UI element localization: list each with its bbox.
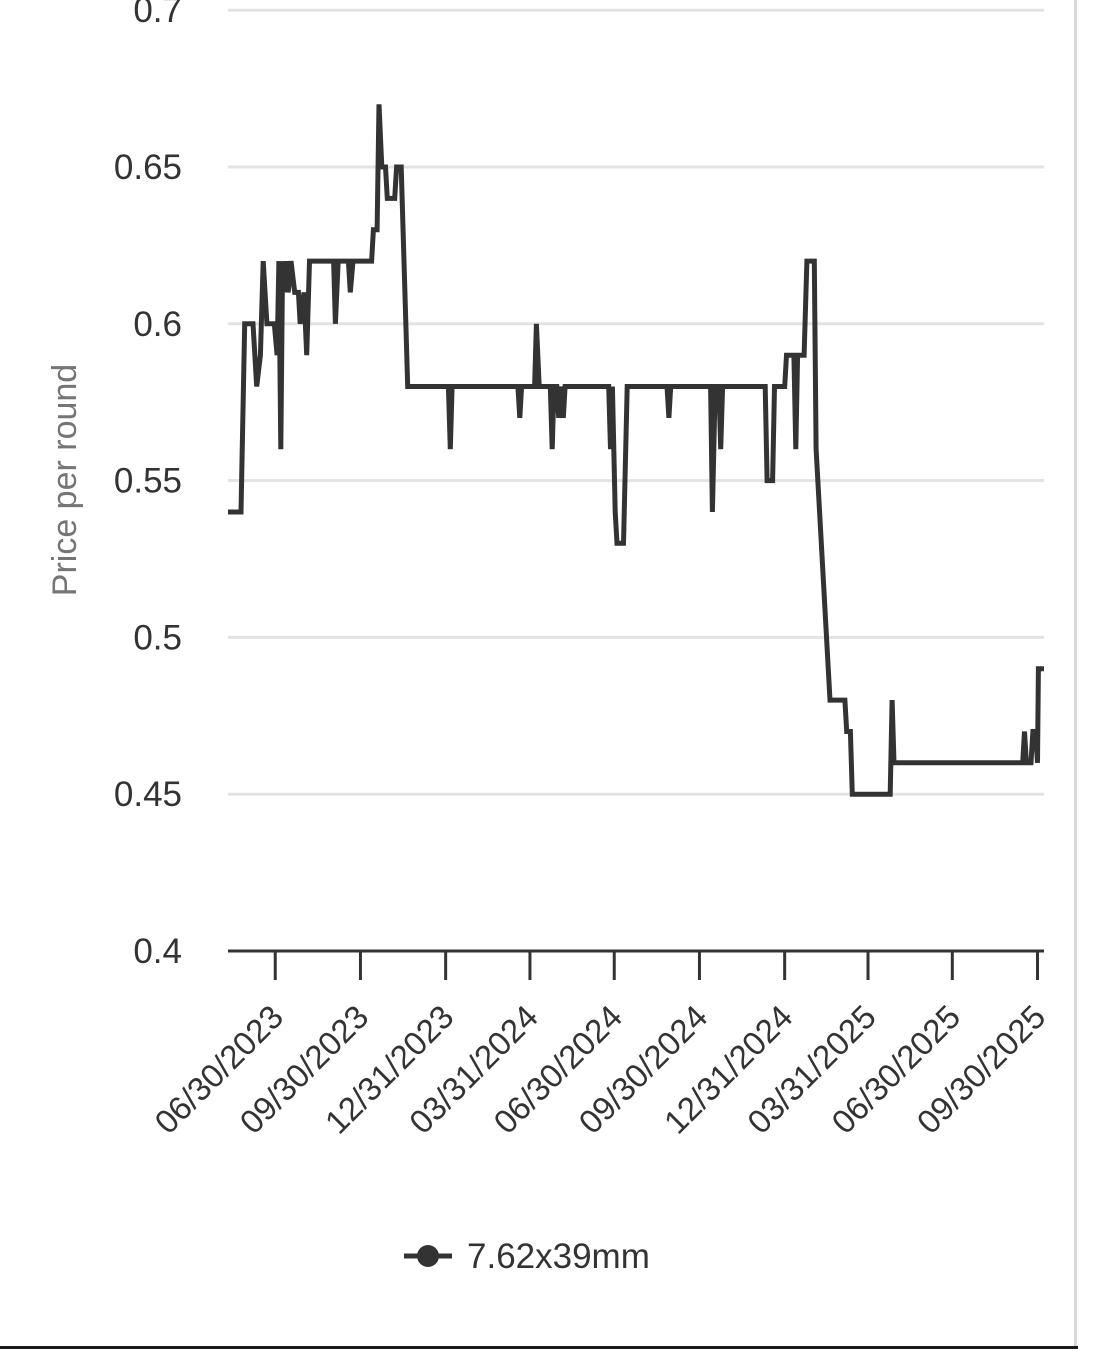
y-tick-label: 0.4 bbox=[133, 932, 182, 971]
frame-bottom-edge bbox=[0, 1346, 1078, 1349]
y-tick-label: 0.5 bbox=[133, 618, 182, 657]
y-tick-label: 0.45 bbox=[114, 775, 182, 814]
y-tick-labels: 0.4 0.45 0.5 0.55 0.6 0.65 0.7 bbox=[114, 0, 182, 971]
series-line[interactable] bbox=[228, 104, 1044, 797]
series-lines bbox=[228, 104, 1044, 797]
legend-dot-marker bbox=[417, 1245, 439, 1267]
y-axis-label: Price per round bbox=[46, 364, 84, 596]
legend-label: 7.62x39mm bbox=[467, 1237, 650, 1276]
grid-lines bbox=[228, 8, 1044, 796]
y-tick-label: 0.6 bbox=[133, 305, 182, 344]
legend[interactable]: 7.62x39mm bbox=[404, 1237, 650, 1276]
y-tick-label: 0.7 bbox=[133, 0, 182, 30]
y-tick-label: 0.55 bbox=[114, 462, 182, 501]
x-axis: 06/30/202309/30/202312/31/202303/31/2024… bbox=[147, 949, 1052, 1141]
frame-right-edge bbox=[1074, 0, 1077, 1348]
y-tick-label: 0.65 bbox=[114, 148, 182, 187]
